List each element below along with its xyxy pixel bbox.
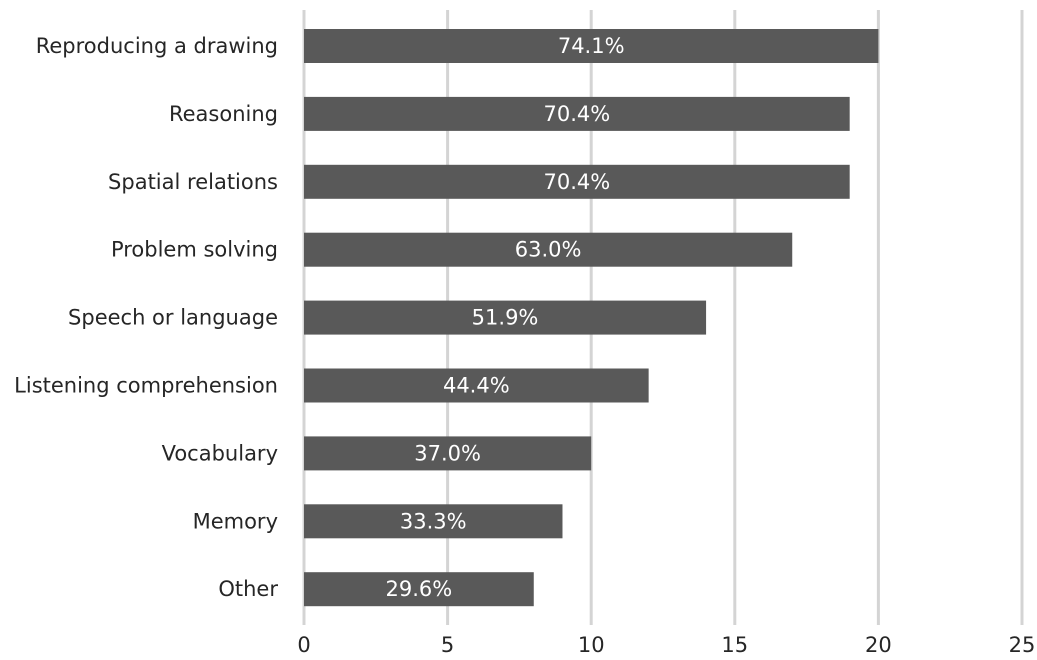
- category-labels: Reproducing a drawing Reasoning Spatial re…: [14, 34, 278, 601]
- data-label-spatial-relations: 70.4%: [543, 170, 610, 194]
- bar-spatial-relations: [304, 164, 850, 199]
- category-label-listening-comprehension: Listening comprehension: [14, 374, 278, 398]
- data-label-other: 29.6%: [386, 577, 453, 601]
- data-label-vocabulary: 37.0%: [414, 441, 481, 465]
- data-label-listening-comprehension: 44.4%: [443, 374, 510, 398]
- data-label-reasoning: 70.4%: [543, 102, 610, 126]
- x-axis-tick-labels: 0 5 10 15 20 25: [297, 633, 1035, 657]
- bar-listening-comprehension: [304, 368, 649, 403]
- category-label-reasoning: Reasoning: [169, 102, 278, 126]
- x-tick-label-0: 0: [297, 633, 310, 657]
- x-tick-label-15: 15: [721, 633, 748, 657]
- data-labels: 74.1% 70.4% 70.4% 63.0% 51.9% 44.4% 37.0% 33.3%…: [386, 34, 625, 601]
- x-tick-label-20: 20: [865, 633, 892, 657]
- bar-vocabulary: [304, 436, 592, 471]
- category-label-speech-or-language: Speech or language: [68, 306, 278, 330]
- bar-memory: [304, 504, 563, 539]
- data-label-memory: 33.3%: [400, 509, 467, 533]
- bar-other: [304, 572, 534, 607]
- x-tick-label-10: 10: [578, 633, 605, 657]
- bar-reasoning: [304, 96, 850, 131]
- category-label-reproducing-a-drawing: Reproducing a drawing: [36, 34, 278, 58]
- bar-speech-or-language: [304, 300, 707, 335]
- category-label-vocabulary: Vocabulary: [162, 441, 278, 465]
- data-label-speech-or-language: 51.9%: [472, 306, 539, 330]
- bars: [304, 29, 879, 607]
- data-label-problem-solving: 63.0%: [515, 238, 582, 262]
- bar-problem-solving: [304, 232, 793, 267]
- x-tick-label-25: 25: [1009, 633, 1036, 657]
- category-label-other: Other: [218, 577, 278, 601]
- category-label-problem-solving: Problem solving: [111, 238, 278, 262]
- data-label-reproducing-a-drawing: 74.1%: [558, 34, 625, 58]
- x-tick-label-5: 5: [441, 633, 454, 657]
- category-label-spatial-relations: Spatial relations: [108, 170, 278, 194]
- bar-reproducing-a-drawing: [304, 29, 879, 63]
- category-label-memory: Memory: [193, 509, 278, 533]
